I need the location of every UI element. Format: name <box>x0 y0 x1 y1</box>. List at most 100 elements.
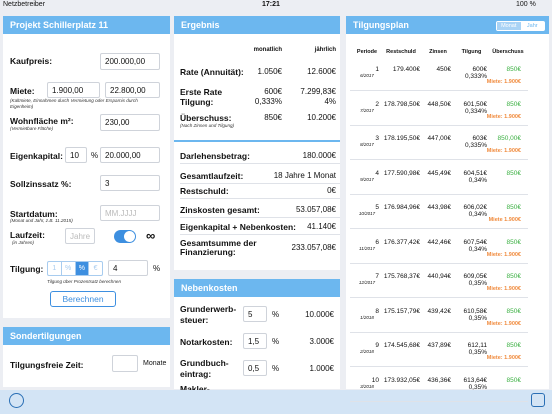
input[interactable]: 1.900,00 <box>47 82 100 98</box>
period: 10 <box>371 376 379 384</box>
menu-icon[interactable] <box>531 393 545 407</box>
input[interactable]: MM.JJJJ <box>100 205 160 221</box>
value: 10.000€ <box>305 310 334 319</box>
divider <box>174 140 340 142</box>
ueberschuss: 850€ <box>506 307 521 315</box>
tilgung-pct: 0,35% <box>468 349 487 356</box>
note: (in Jahren) <box>12 240 34 245</box>
unit: % <box>91 151 99 160</box>
result-panel <box>174 16 340 270</box>
settings-icon[interactable] <box>9 393 24 408</box>
toggle[interactable] <box>114 230 136 243</box>
separator <box>180 234 340 235</box>
note: Tilgung über Prozentsatz berechnen <box>47 279 122 284</box>
segment[interactable]: 1 <box>52 265 57 272</box>
value: 233.057,08€ <box>291 243 337 252</box>
tilgung-pct: 0,335% <box>464 142 487 149</box>
panel-header: Sondertilgungen <box>3 327 170 345</box>
label: Tilgungsfreie Zeit: <box>10 360 84 370</box>
ueberschuss: 850€ <box>506 66 521 73</box>
tilgung-pct: 0,35% <box>468 314 487 322</box>
miete: Miete: 1.900€ <box>486 251 521 258</box>
label: Erste Rate <box>180 87 223 97</box>
tilgung: 609,05€ <box>463 273 488 280</box>
miete: Miete: 1.900€ <box>486 355 521 361</box>
column-header: jährlich <box>314 47 336 53</box>
rest: 177.590,98€ <box>383 169 420 177</box>
label: Eigenkapital: <box>10 151 63 161</box>
label: Wohnfläche m²: <box>10 116 74 126</box>
value: 53.057,08€ <box>295 205 336 214</box>
panel-header: Nebenkosten <box>174 279 340 297</box>
separator <box>180 217 340 218</box>
label: Darlehensbetrag: <box>180 151 250 161</box>
panel-header: Ergebnis <box>174 16 340 34</box>
ueberschuss: 850,00€ <box>497 135 522 142</box>
calculate-button[interactable]: Berechnen <box>50 291 116 307</box>
miete: Miete: 1.900€ <box>486 148 521 154</box>
segment[interactable]: % <box>74 262 89 275</box>
rest: 173.932,05€ <box>383 376 420 384</box>
rest: 174.545,68€ <box>383 342 420 349</box>
miete: Miete: 1.900€ <box>486 286 521 292</box>
tilgung-pct: 0,35% <box>468 383 487 391</box>
unit: % <box>272 364 280 373</box>
separator <box>350 228 528 229</box>
tilgung: 613,64€ <box>463 376 488 384</box>
date: 1/2018 <box>360 314 374 320</box>
label: eintrag: <box>180 369 212 379</box>
label: Kaufpreis: <box>10 56 53 66</box>
label: Gesamtlaufzeit: <box>180 171 244 181</box>
toggle-option[interactable]: Jahr <box>520 22 544 30</box>
separator <box>350 262 528 264</box>
ueberschuss: 850€ <box>506 376 521 384</box>
label: Miete: <box>10 86 35 96</box>
miete: Miete 1.900€ <box>488 217 521 223</box>
period: 1 <box>375 66 379 73</box>
column-header: Restschuld <box>386 49 416 55</box>
tilgung-pct: 0,34% <box>468 176 487 184</box>
tilgung: 601,50€ <box>463 100 488 108</box>
input[interactable]: 22.800,00 <box>105 82 160 98</box>
input[interactable] <box>112 355 138 372</box>
zinsen: 443,98€ <box>427 204 452 211</box>
toggle-option[interactable]: Monat <box>497 22 521 30</box>
input[interactable]: 230,00 <box>100 114 160 131</box>
input[interactable]: 3 <box>100 175 160 191</box>
ueberschuss: 850€ <box>506 204 521 211</box>
separator <box>350 124 528 126</box>
input[interactable]: 0,5 <box>243 360 267 376</box>
miete: Miete: 1.900€ <box>486 320 521 327</box>
label: Eigenkapital + Nebenkosten: <box>180 222 296 232</box>
segment[interactable]: € <box>88 262 102 275</box>
input[interactable]: 200.000,00 <box>100 53 160 70</box>
zinsen: 442,46€ <box>427 238 452 246</box>
unit: % <box>272 310 280 319</box>
rest: 175.157,79€ <box>383 307 420 315</box>
tilgung-pct: 0,333% <box>464 73 487 80</box>
period: 5 <box>375 204 379 211</box>
note: (Nach Zinsen und Tilgung) <box>180 123 235 128</box>
ueberschuss: 850€ <box>506 273 521 280</box>
note: (Monat und Jahr, z.B. 11.2015) <box>10 218 73 223</box>
label: Notarkosten: <box>180 337 233 347</box>
note: (Vermietbare Fläche) <box>10 126 53 131</box>
input[interactable]: Jahre <box>65 228 95 244</box>
column-header: monatlich <box>253 47 282 53</box>
period: 8 <box>375 307 379 315</box>
tilgung-pct: 0,334% <box>464 107 487 115</box>
input[interactable]: 10 <box>65 147 87 163</box>
tilgung: 610,58€ <box>463 307 488 315</box>
zinsen: 445,49€ <box>427 169 452 177</box>
zinsen: 439,42€ <box>427 307 452 315</box>
unit: % <box>272 337 280 346</box>
input[interactable]: 1,5 <box>243 333 267 349</box>
input[interactable]: 5 <box>243 306 267 322</box>
input[interactable]: 20.000,00 <box>100 147 160 163</box>
label: Gesamtsumme der <box>180 238 257 248</box>
input[interactable]: 4 <box>108 260 148 276</box>
label: Startdatum: <box>10 209 58 219</box>
segment[interactable]: % <box>60 262 75 275</box>
value: 12.600€ <box>307 67 336 76</box>
